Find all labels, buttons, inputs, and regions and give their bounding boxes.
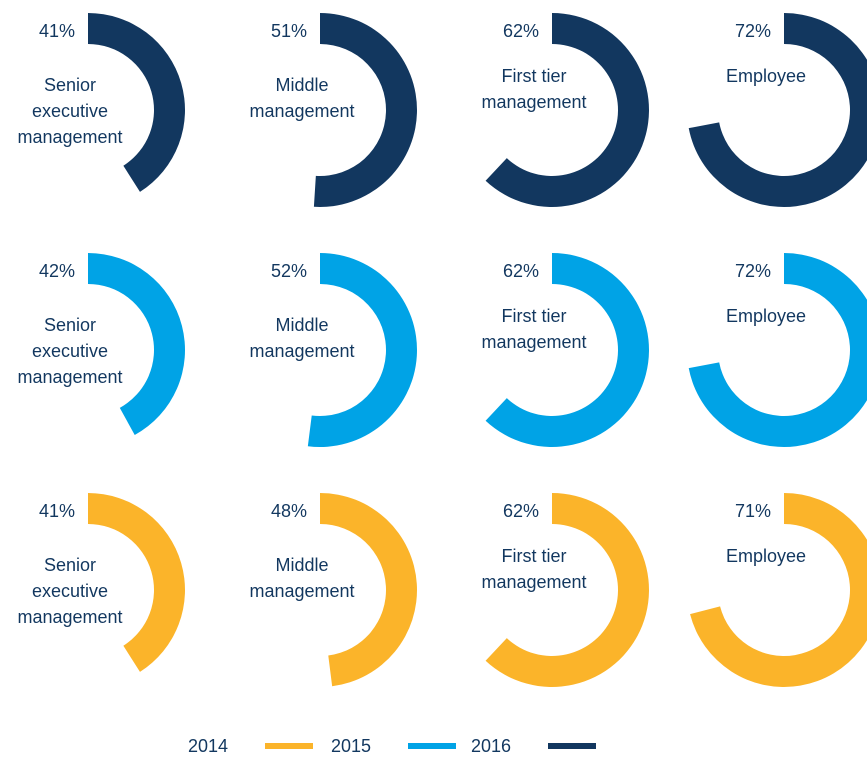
category-label: First tier management — [481, 66, 587, 112]
legend-swatch — [265, 743, 313, 749]
category-label: Senior executive management — [17, 315, 123, 387]
legend-label: 2015 — [330, 736, 371, 756]
value-label: 48% — [270, 501, 307, 521]
value-label: 72% — [734, 21, 771, 41]
category-label: Senior executive management — [17, 555, 123, 627]
category-label: Middle management — [249, 555, 355, 601]
donut-arc — [307, 253, 417, 447]
legend-label: 2014 — [187, 736, 228, 756]
value-label: 72% — [734, 261, 771, 281]
value-label: 41% — [38, 21, 75, 41]
value-label: 62% — [502, 21, 539, 41]
value-label: 42% — [38, 261, 75, 281]
value-label: 62% — [502, 501, 539, 521]
donut-arc — [485, 253, 649, 447]
donut-arc — [88, 253, 185, 436]
category-label: Middle management — [249, 315, 355, 361]
category-label: Employee — [725, 66, 807, 86]
donut-arc — [88, 493, 185, 672]
donut-arc — [485, 493, 649, 687]
value-label: 62% — [502, 261, 539, 281]
category-label: Senior executive management — [17, 75, 123, 147]
category-label: First tier management — [481, 546, 587, 592]
donut-arc — [313, 13, 418, 208]
donut-arc — [88, 13, 185, 192]
category-label: Employee — [725, 546, 807, 566]
donut-arc — [485, 13, 649, 207]
legend-swatch — [548, 743, 596, 749]
value-label: 52% — [270, 261, 307, 281]
category-label: Employee — [725, 306, 807, 326]
donut-arc — [688, 13, 867, 207]
value-label: 51% — [270, 21, 307, 41]
legend-swatch — [408, 743, 456, 749]
category-label: Middle management — [249, 75, 355, 121]
donut-arc — [688, 253, 867, 447]
donut-arc — [320, 493, 417, 687]
donut-arc — [690, 493, 867, 687]
legend-label: 2016 — [470, 736, 511, 756]
category-label: First tier management — [481, 306, 587, 352]
value-label: 71% — [734, 501, 771, 521]
value-label: 41% — [38, 501, 75, 521]
